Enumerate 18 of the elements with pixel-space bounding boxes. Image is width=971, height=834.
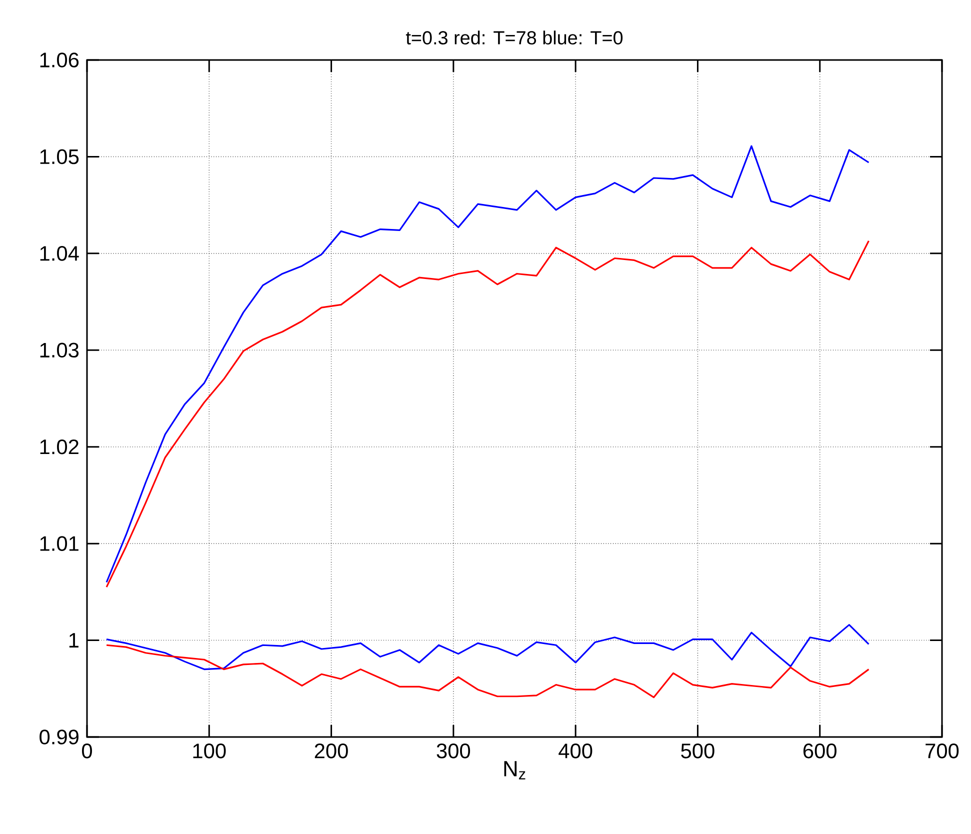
x-tick-label: 500 [681,744,714,758]
x-tick-label: 600 [803,744,836,758]
x-axis-title: N$_{z}$ [504,761,526,780]
x-tick-label: 400 [558,744,592,758]
y-tick-label: 1.03 [40,342,79,358]
y-tick-label: 1.02 [40,439,78,454]
x-tick-label: 100 [193,744,226,758]
y-tick-label: 1.06 [40,52,79,68]
x-tick-label: 0 [82,744,92,758]
y-tick-label: 1.04 [40,246,79,261]
y-tick-label: 0.99 [40,730,78,744]
y-tick-label: 1.05 [40,149,79,164]
y-tick-label: 1.01 [40,536,78,551]
y-tick-label: 1 [69,633,78,648]
x-tick-label: 700 [926,744,959,758]
chart-title: t=0.3 red: T=78 blue: T=0 [406,30,623,44]
x-tick-label: 300 [436,744,470,758]
x-tick-label: 200 [314,744,348,758]
